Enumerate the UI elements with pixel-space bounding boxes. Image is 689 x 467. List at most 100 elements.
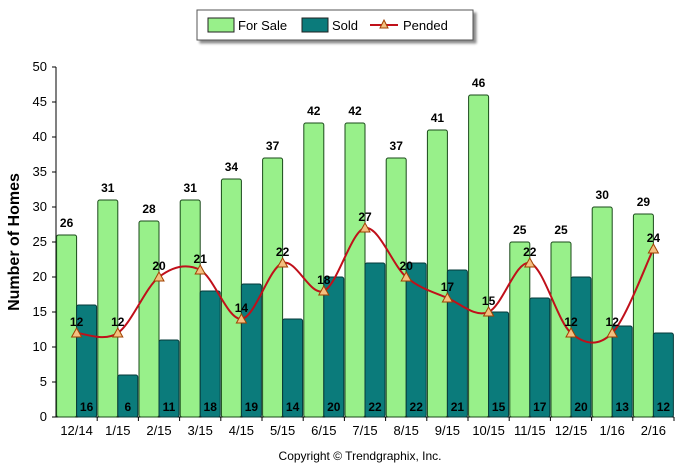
x-tick-label: 8/15	[394, 423, 419, 438]
x-tick-label: 7/15	[352, 423, 377, 438]
for-sale-value-label: 25	[513, 223, 527, 237]
pended-marker	[317, 284, 330, 296]
pended-value-label: 27	[358, 210, 372, 224]
y-tick-label: 30	[33, 199, 47, 214]
pended-value-label: 17	[441, 280, 455, 294]
legend-marker-pended	[379, 18, 389, 29]
for-sale-bar	[220, 178, 242, 418]
for-sale-value-label: 30	[596, 188, 610, 202]
sold-value-label: 11	[163, 400, 176, 414]
for-sale-bar	[97, 199, 119, 418]
for-sale-bar	[262, 157, 284, 418]
x-tick-label: 10/15	[472, 423, 505, 438]
for-sale-value-label: 31	[184, 181, 198, 195]
pended-value-label: 14	[235, 301, 249, 315]
y-tick-label: 45	[33, 94, 47, 109]
legend-swatch-for-sale	[207, 17, 235, 33]
for-sale-bar	[591, 206, 613, 418]
legend-label-sold: Sold	[332, 18, 358, 33]
pended-value-label: 12	[564, 315, 578, 329]
legend-label-pended: Pended	[403, 18, 448, 33]
pended-marker	[276, 256, 289, 268]
pended-marker	[400, 270, 413, 282]
legend-label-for-sale: For Sale	[238, 18, 287, 33]
pended-value-label: 20	[400, 259, 414, 273]
pended-marker	[70, 326, 83, 338]
sold-value-label: 17	[533, 400, 547, 414]
pended-marker	[606, 326, 619, 338]
sold-value-label: 15	[492, 400, 506, 414]
for-sale-bar	[179, 199, 201, 418]
for-sale-value-label: 29	[637, 195, 651, 209]
for-sale-value-label: 31	[101, 181, 115, 195]
sold-value-label: 6	[124, 400, 131, 414]
for-sale-value-label: 42	[307, 104, 321, 118]
x-tick-label: 12/15	[555, 423, 588, 438]
y-tick-label: 35	[33, 164, 47, 179]
pended-value-label: 15	[482, 294, 496, 308]
x-tick-label: 6/15	[311, 423, 336, 438]
x-tick-label: 4/15	[229, 423, 254, 438]
pended-marker	[441, 291, 454, 303]
for-sale-value-label: 28	[142, 202, 156, 216]
plot-area: 0 5 10 15 20 25 30 35 40 45 50 12/14 26 16 1/15 31 6 2/15…	[33, 59, 675, 438]
pended-marker	[194, 263, 207, 275]
pended-marker	[523, 256, 536, 268]
pended-value-label: 22	[523, 245, 537, 259]
sold-bar	[364, 262, 386, 418]
for-sale-bar	[303, 122, 325, 418]
sold-value-label: 12	[657, 400, 671, 414]
pended-marker	[153, 270, 165, 282]
pended-value-label: 24	[647, 231, 661, 245]
x-tick-label: 3/15	[188, 423, 213, 438]
x-tick-label: 2/16	[641, 423, 666, 438]
for-sale-bar	[468, 94, 490, 418]
for-sale-value-label: 34	[225, 160, 239, 174]
for-sale-bar	[426, 129, 448, 418]
for-sale-value-label: 37	[390, 139, 404, 153]
for-sale-value-label: 42	[348, 104, 362, 118]
x-tick-label: 1/16	[600, 423, 625, 438]
sold-bar	[611, 325, 633, 418]
y-axis-title: Number of Homes	[6, 173, 23, 311]
pended-value-label: 20	[152, 259, 166, 273]
sold-bar	[117, 374, 139, 418]
legend-swatch-sold	[301, 17, 329, 33]
legend-box	[196, 9, 474, 41]
pended-value-label: 22	[276, 245, 290, 259]
pended-value-label: 12	[606, 315, 620, 329]
sold-value-label: 16	[80, 400, 94, 414]
for-sale-value-label: 37	[266, 139, 280, 153]
pended-marker	[235, 312, 248, 324]
y-tick-label: 0	[40, 409, 47, 424]
sold-value-label: 22	[368, 400, 382, 414]
copyright: Copyright © Trendgraphix, Inc.	[279, 449, 442, 463]
sold-bar	[488, 311, 510, 418]
y-tick-label: 10	[33, 339, 47, 354]
x-tick-label: 12/14	[60, 423, 93, 438]
x-tick-label: 1/15	[105, 423, 130, 438]
pended-marker	[111, 326, 124, 338]
for-sale-value-label: 26	[60, 216, 74, 230]
for-sale-value-label: 46	[472, 76, 486, 90]
sold-value-label: 20	[327, 400, 341, 414]
for-sale-bar	[632, 213, 654, 418]
pended-value-label: 12	[111, 315, 125, 329]
sold-bar	[405, 262, 427, 418]
pended-value-label: 18	[317, 273, 331, 287]
sold-bar	[323, 276, 345, 418]
x-tick-label: 5/15	[270, 423, 295, 438]
y-tick-label: 25	[33, 234, 47, 249]
pended-marker	[359, 221, 371, 233]
y-tick-label: 40	[33, 129, 47, 144]
pended-marker	[565, 326, 577, 338]
pended-marker	[647, 242, 660, 254]
for-sale-value-label: 25	[554, 223, 568, 237]
y-tick-label: 50	[33, 59, 47, 74]
sold-value-label: 14	[286, 400, 300, 414]
sold-bar	[282, 318, 304, 418]
sold-value-label: 20	[574, 400, 588, 414]
sold-value-label: 21	[451, 400, 465, 414]
pended-value-label: 21	[194, 252, 208, 266]
